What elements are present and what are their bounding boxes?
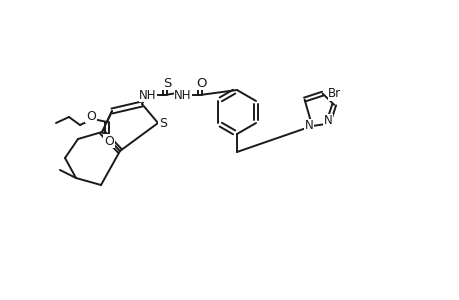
Text: N: N xyxy=(304,119,313,133)
Text: N: N xyxy=(323,114,332,127)
Text: S: S xyxy=(162,76,171,89)
Text: NH: NH xyxy=(139,88,157,101)
Text: O: O xyxy=(104,134,114,148)
Text: NH: NH xyxy=(174,88,191,101)
Text: O: O xyxy=(86,110,96,122)
Text: O: O xyxy=(196,76,207,89)
Text: Br: Br xyxy=(327,87,341,100)
Text: S: S xyxy=(159,116,167,130)
